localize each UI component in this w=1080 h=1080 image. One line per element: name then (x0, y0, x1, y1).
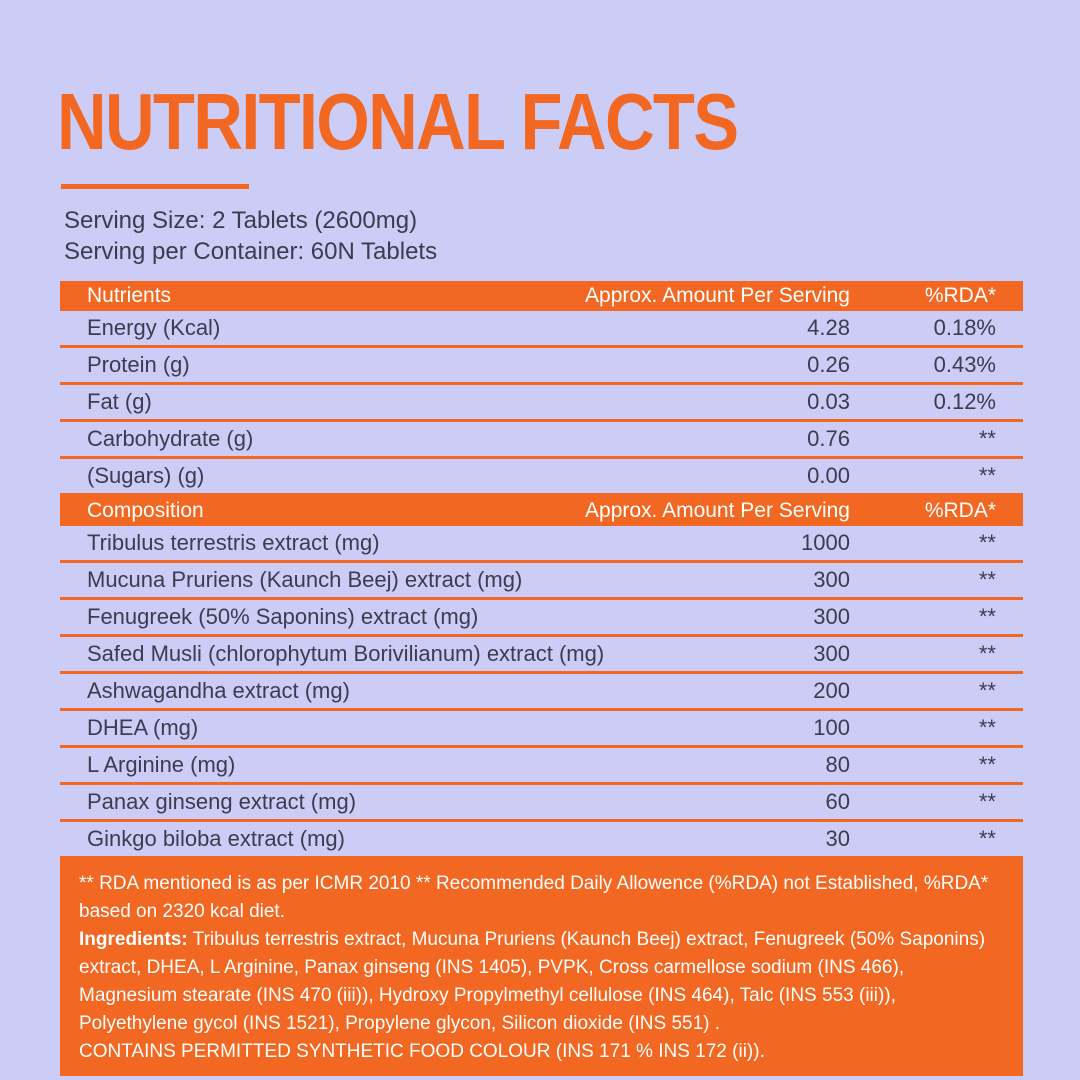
row-rda: ** (978, 752, 996, 777)
row-amount: 0.03 (807, 389, 850, 414)
row-amount: 100 (813, 715, 850, 740)
nutrients-header-col1: Nutrients (87, 284, 172, 307)
row-amount: 80 (825, 752, 850, 777)
row-label: (Sugars) (g) (87, 463, 205, 488)
row-amount: 60 (825, 789, 850, 814)
nutrients-header-col2: Approx. Amount Per Serving (585, 284, 850, 307)
row-rda: ** (978, 641, 996, 666)
row-label: Energy (Kcal) (87, 315, 221, 340)
row-rda: 0.12% (933, 389, 996, 414)
row-label: DHEA (mg) (87, 715, 199, 740)
row-rda: ** (978, 463, 996, 488)
table-row: Mucuna Pruriens (Kaunch Beej) extract (m… (60, 563, 1023, 600)
row-label: Protein (g) (87, 352, 190, 377)
row-rda: ** (978, 530, 996, 555)
composition-header-col3: %RDA* (924, 499, 996, 522)
row-amount: 0.76 (807, 426, 850, 451)
row-rda: ** (978, 567, 996, 592)
ingredients-text: Tribulus terrestris extract, Mucuna Prur… (79, 929, 986, 1034)
table-row: Tribulus terrestris extract (mg) 1000 ** (60, 526, 1023, 563)
serving-per-container-text: Serving per Container: 60N Tablets (64, 238, 438, 265)
row-label: L Arginine (mg) (87, 752, 236, 777)
row-amount: 300 (813, 567, 850, 592)
table-row: Panax ginseng extract (mg) 60 ** (60, 785, 1023, 822)
nutrients-header-col3: %RDA* (924, 284, 996, 307)
row-label: Panax ginseng extract (mg) (87, 789, 357, 814)
table-row: Ashwagandha extract (mg) 200 ** (60, 674, 1023, 711)
row-label: Tribulus terrestris extract (mg) (87, 530, 380, 555)
rda-note: ** RDA mentioned is as per ICMR 2010 ** … (79, 873, 989, 922)
table-row: L Arginine (mg) 80 ** (60, 748, 1023, 785)
row-rda: ** (978, 426, 996, 451)
table-row: Ginkgo biloba extract (mg) 30 ** (60, 822, 1023, 859)
nutrients-header-row: Nutrients Approx. Amount Per Serving %RD… (60, 281, 1023, 311)
row-label: Mucuna Pruriens (Kaunch Beej) extract (m… (87, 567, 523, 592)
row-amount: 300 (813, 604, 850, 629)
table-row: Fenugreek (50% Saponins) extract (mg) 300… (60, 600, 1023, 637)
composition-header-col1: Composition (87, 499, 204, 522)
ingredients-note: Ingredients: Tribulus terrestris extract… (79, 926, 1003, 1038)
row-label: Ginkgo biloba extract (mg) (87, 826, 345, 851)
row-amount: 4.28 (807, 315, 850, 340)
row-amount: 30 (825, 826, 850, 851)
row-rda: 0.43% (933, 352, 996, 377)
row-amount: 0.26 (807, 352, 850, 377)
contains-note: CONTAINS PERMITTED SYNTHETIC FOOD COLOUR… (79, 1041, 765, 1062)
row-label: Fenugreek (50% Saponins) extract (mg) (87, 604, 479, 629)
row-rda: ** (978, 826, 996, 851)
ingredients-label: Ingredients: (79, 929, 188, 950)
composition-header-col2: Approx. Amount Per Serving (585, 499, 850, 522)
row-label: Safed Musli (chlorophytum Borivilianum) … (87, 641, 605, 666)
row-amount: 200 (813, 678, 850, 703)
row-rda: 0.18% (933, 315, 996, 340)
row-rda: ** (978, 715, 996, 740)
row-label: Ashwagandha extract (mg) (87, 678, 350, 703)
row-rda: ** (978, 678, 996, 703)
table-row: Energy (Kcal) 4.28 0.18% (60, 311, 1023, 348)
table-row: Fat (g) 0.03 0.12% (60, 385, 1023, 422)
row-amount: 1000 (801, 530, 850, 555)
row-label: Carbohydrate (g) (87, 426, 254, 451)
footnotes-panel: ** RDA mentioned is as per ICMR 2010 ** … (60, 859, 1023, 1076)
serving-size-text: Serving Size: 2 Tablets (2600mg) (64, 207, 418, 234)
table-row: DHEA (mg) 100 ** (60, 711, 1023, 748)
table-row: Protein (g) 0.26 0.43% (60, 348, 1023, 385)
page-title: NUTRITIONAL FACTS (57, 77, 739, 166)
row-label: Fat (g) (87, 389, 152, 414)
table-row: Carbohydrate (g) 0.76 ** (60, 422, 1023, 459)
composition-rows: Tribulus terrestris extract (mg) 1000 ** Mu… (60, 526, 1023, 859)
row-rda: ** (978, 789, 996, 814)
table-row: Safed Musli (chlorophytum Borivilianum) … (60, 637, 1023, 674)
serving-info: Serving Size: 2 Tablets (2600mg) Serving… (64, 205, 437, 267)
row-rda: ** (978, 604, 996, 629)
row-amount: 300 (813, 641, 850, 666)
table-row: (Sugars) (g) 0.00 ** (60, 459, 1023, 496)
title-underline (61, 184, 249, 189)
nutrition-table: Nutrients Approx. Amount Per Serving %RD… (60, 281, 1023, 1076)
composition-header-row: Composition Approx. Amount Per Serving %… (60, 496, 1023, 526)
row-amount: 0.00 (807, 463, 850, 488)
nutrients-rows: Energy (Kcal) 4.28 0.18% Protein (g) 0.26 0.4… (60, 311, 1023, 496)
